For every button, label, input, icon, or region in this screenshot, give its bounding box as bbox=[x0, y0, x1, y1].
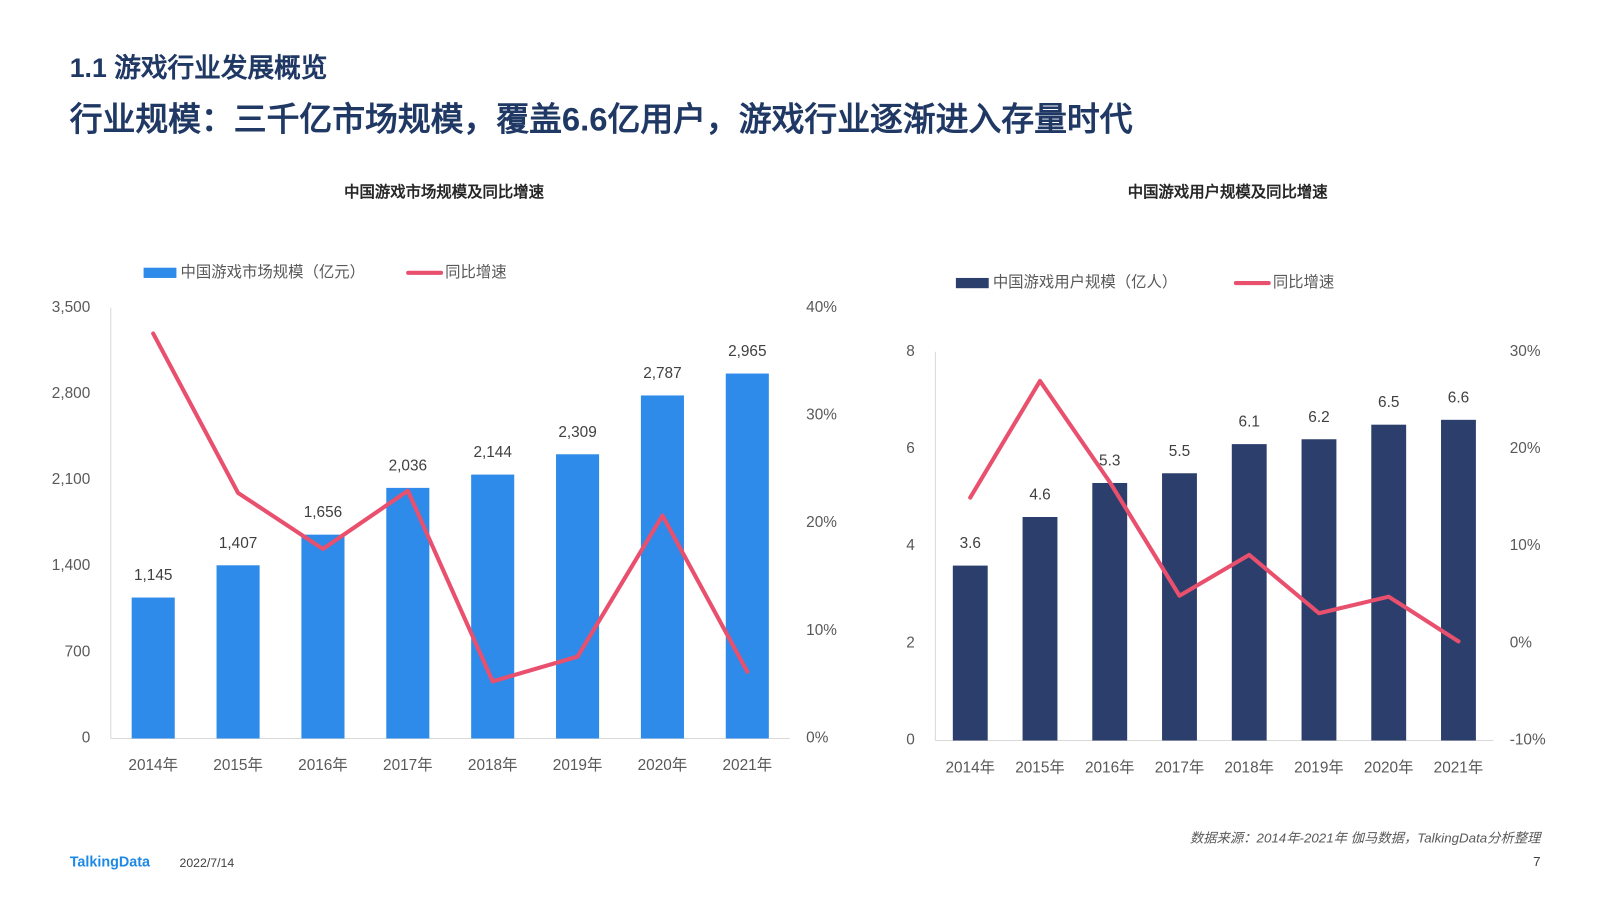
bar bbox=[1092, 482, 1128, 741]
data-label: 1,145 bbox=[134, 567, 172, 584]
x-tick-label: 2018年 bbox=[468, 756, 518, 774]
data-label: 1,656 bbox=[304, 504, 342, 521]
bar bbox=[1231, 444, 1267, 741]
y2-tick-label: 40% bbox=[806, 299, 837, 316]
x-tick-label: 2016年 bbox=[1085, 758, 1135, 776]
y-tick-label: 700 bbox=[65, 643, 91, 660]
bar bbox=[725, 373, 769, 739]
data-label: 6.5 bbox=[1378, 394, 1399, 411]
y-tick-label: 4 bbox=[906, 537, 915, 554]
x-tick-label: 2015年 bbox=[213, 756, 263, 774]
bar bbox=[1162, 473, 1197, 741]
x-tick-label: 2016年 bbox=[298, 756, 348, 774]
x-tick-label: 2017年 bbox=[1155, 758, 1205, 776]
bar bbox=[1301, 439, 1337, 741]
data-label: 6.2 bbox=[1308, 409, 1329, 426]
data-label: 2,036 bbox=[389, 457, 427, 474]
line bbox=[151, 331, 750, 684]
y-tick-label: 3,500 bbox=[52, 299, 90, 316]
y2-tick-label: 20% bbox=[806, 514, 837, 531]
source-note: 数据来源：2014年-2021年 伽马数据，TalkingData分析整理 bbox=[1190, 830, 1542, 845]
legend-swatch bbox=[955, 277, 989, 289]
bar bbox=[216, 565, 260, 739]
y-tick-label: 2 bbox=[906, 634, 915, 651]
y-tick-label: 2,800 bbox=[52, 385, 90, 402]
y2-tick-label: 10% bbox=[806, 622, 837, 639]
data-label: 1,407 bbox=[219, 535, 257, 552]
y2-tick-label: 30% bbox=[806, 406, 837, 423]
bar bbox=[1441, 419, 1476, 741]
x-tick-label: 2020年 bbox=[638, 756, 688, 774]
bar bbox=[301, 534, 345, 739]
y-tick-label: 2,100 bbox=[52, 471, 90, 488]
legend-label: 同比增速 bbox=[1273, 273, 1335, 291]
y-tick-label: 0 bbox=[906, 732, 915, 749]
bar bbox=[1022, 517, 1058, 741]
data-label: 4.6 bbox=[1029, 487, 1050, 504]
x-tick-label: 2015年 bbox=[1015, 758, 1065, 776]
data-label: 2,965 bbox=[728, 343, 766, 360]
legend-swatch bbox=[143, 267, 177, 278]
legend-label: 中国游戏市场规模（亿元） bbox=[181, 263, 365, 281]
y2-tick-label: 30% bbox=[1510, 343, 1541, 360]
y2-tick-label: 0% bbox=[806, 730, 829, 747]
data-label: 5.5 bbox=[1169, 443, 1190, 460]
bar bbox=[1371, 424, 1407, 741]
line bbox=[968, 378, 1461, 644]
x-tick-label: 2019年 bbox=[1294, 758, 1344, 776]
data-label: 6.1 bbox=[1239, 414, 1260, 431]
page-number: 7 bbox=[1533, 854, 1540, 869]
x-tick-label: 2014年 bbox=[945, 758, 995, 776]
y-tick-label: 0 bbox=[82, 730, 91, 747]
y2-tick-label: -10% bbox=[1510, 732, 1546, 749]
data-label: 2,309 bbox=[558, 424, 596, 441]
y-tick-label: 6 bbox=[906, 440, 915, 457]
y-tick-label: 8 bbox=[906, 343, 915, 360]
x-tick-label: 2019年 bbox=[553, 756, 603, 774]
x-tick-label: 2021年 bbox=[1434, 758, 1484, 776]
y2-tick-label: 10% bbox=[1510, 537, 1541, 554]
data-label: 6.6 bbox=[1448, 389, 1469, 406]
data-label: 2,787 bbox=[643, 365, 681, 382]
x-tick-label: 2018年 bbox=[1224, 758, 1274, 776]
y-tick-label: 1,400 bbox=[52, 557, 90, 574]
bar bbox=[640, 395, 684, 739]
x-tick-label: 2020年 bbox=[1364, 758, 1414, 776]
chart-title: 中国游戏市场规模及同比增速 bbox=[344, 182, 544, 201]
legend-label: 中国游戏用户规模（亿人） bbox=[993, 273, 1177, 291]
data-label: 3.6 bbox=[960, 535, 981, 552]
slide-title: 行业规模：三千亿市场规模，覆盖6.6亿用户，游戏行业逐渐进入存量时代 bbox=[70, 101, 1133, 138]
bar bbox=[131, 597, 175, 739]
date: 2022/7/14 bbox=[179, 856, 234, 870]
x-tick-label: 2021年 bbox=[723, 756, 773, 774]
section-title: 1.1 游戏行业发展概览 bbox=[70, 53, 328, 83]
data-label: 2,144 bbox=[473, 444, 512, 461]
y2-tick-label: 0% bbox=[1510, 634, 1533, 651]
y2-tick-label: 20% bbox=[1510, 440, 1541, 457]
bar bbox=[471, 474, 515, 739]
bar bbox=[556, 454, 600, 739]
bar bbox=[952, 565, 988, 741]
logo: TalkingData bbox=[70, 854, 151, 870]
x-tick-label: 2017年 bbox=[383, 756, 433, 774]
data-label: 5.3 bbox=[1099, 453, 1120, 470]
x-tick-label: 2014年 bbox=[128, 756, 178, 774]
legend-label: 同比增速 bbox=[445, 263, 507, 281]
chart-title: 中国游戏用户规模及同比增速 bbox=[1128, 182, 1328, 201]
bar bbox=[386, 487, 430, 739]
